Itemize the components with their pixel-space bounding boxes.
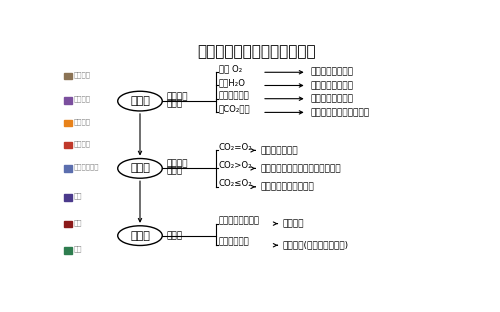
- Text: 依据一: 依据一: [130, 96, 150, 106]
- Bar: [64, 194, 72, 201]
- Text: 据物质量: 据物质量: [166, 159, 188, 168]
- Text: 有线粒体参与: 有线粒体参与: [218, 238, 250, 246]
- Bar: [64, 247, 72, 254]
- Text: 两类呼吸并存，差值为无氧呼吸量: 两类呼吸并存，差值为无氧呼吸量: [260, 164, 341, 173]
- Text: 可存在脂质类氧化分解: 可存在脂质类氧化分解: [260, 183, 314, 191]
- Text: 有氧呼吸(或两类呼吸并存): 有氧呼吸(或两类呼吸并存): [282, 241, 348, 250]
- Text: 一定存在有氧呼吸: 一定存在有氧呼吸: [310, 68, 354, 77]
- Text: 一定为产乳酸的无氧呼吸: 一定为产乳酸的无氧呼吸: [310, 108, 370, 117]
- Bar: [64, 119, 72, 126]
- Text: 只在细胞质基质中: 只在细胞质基质中: [218, 216, 260, 225]
- Text: 依据三: 依据三: [130, 231, 150, 241]
- Text: CO₂≤O₂: CO₂≤O₂: [218, 179, 252, 188]
- Bar: [64, 73, 72, 80]
- Text: CO₂=O₂: CO₂=O₂: [218, 143, 252, 152]
- Text: 知识积累: 知识积累: [74, 140, 91, 147]
- Text: 液心归纳: 液心归纳: [74, 95, 91, 102]
- Bar: [64, 97, 72, 104]
- Text: 消耗 O₂: 消耗 O₂: [218, 65, 242, 74]
- Text: 的关系: 的关系: [166, 167, 182, 176]
- Text: 一定存在有氧呼吸: 一定存在有氧呼吸: [310, 81, 354, 90]
- Bar: [64, 142, 72, 149]
- Text: 无CO₂释放: 无CO₂释放: [218, 105, 250, 114]
- Text: 无氧呼吸: 无氧呼吸: [282, 219, 304, 228]
- Text: 和产物: 和产物: [166, 100, 182, 109]
- Bar: [64, 165, 72, 172]
- Text: 走于回顾: 走于回顾: [74, 71, 91, 78]
- Text: 只进行有氧呼吸: 只进行有氧呼吸: [260, 146, 298, 155]
- Text: 据反应物: 据反应物: [166, 92, 188, 101]
- Text: 首页: 首页: [74, 219, 82, 226]
- Text: CO₂>O₂: CO₂>O₂: [218, 161, 252, 170]
- Text: 末页: 末页: [74, 246, 82, 252]
- Text: 方法总结: 方法总结: [74, 118, 91, 125]
- Text: 目录: 目录: [74, 193, 82, 199]
- Text: 依据二: 依据二: [130, 163, 150, 173]
- Text: 产生H₂O: 产生H₂O: [218, 78, 246, 87]
- Text: 课时课外作业: 课时课外作业: [74, 164, 100, 170]
- Bar: [64, 221, 72, 227]
- Text: 一定存在无氧呼吸: 一定存在无氧呼吸: [310, 94, 354, 103]
- Text: 据场所: 据场所: [166, 231, 182, 240]
- Text: 有酒精或乳酸: 有酒精或乳酸: [218, 91, 250, 100]
- Text: 判断细胞呼吸方式的三大依据: 判断细胞呼吸方式的三大依据: [197, 45, 316, 60]
